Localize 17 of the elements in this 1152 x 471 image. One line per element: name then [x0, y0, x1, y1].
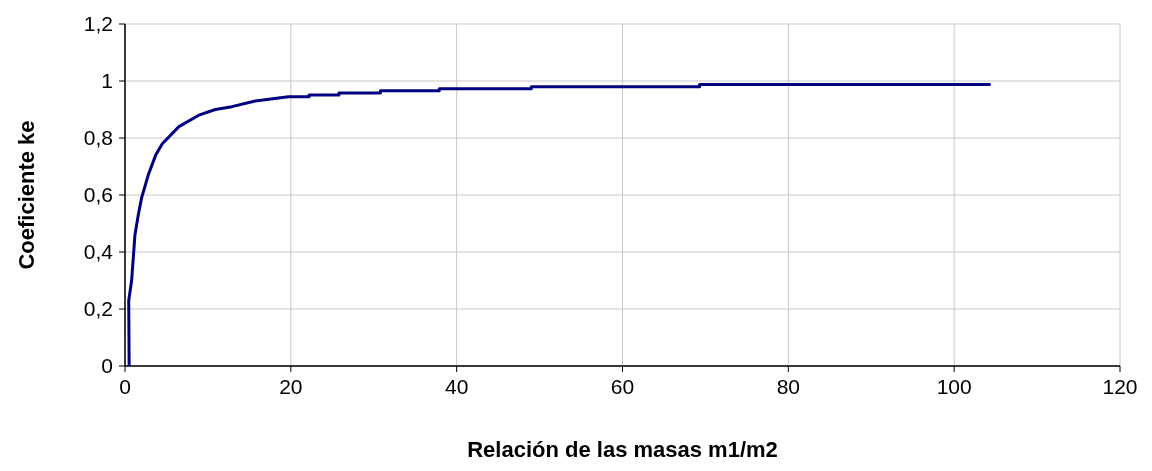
y-tick-label: 1,2 [83, 12, 113, 36]
y-tick-label: 0,4 [83, 240, 114, 264]
y-tick-label: 1 [101, 69, 113, 93]
x-tick-label: 100 [936, 375, 972, 398]
y-tick-label: 0 [101, 354, 113, 378]
x-tick-label: 80 [776, 375, 801, 398]
x-tick-label: 20 [279, 375, 303, 398]
x-tick-label: 60 [610, 375, 635, 398]
y-tick-label: 0,2 [83, 297, 113, 321]
x-axis-title: Relación de las masas m1/m2 [467, 437, 778, 462]
y-axis-title: Coeficiente ke [14, 120, 39, 270]
x-tick-label: 120 [1102, 375, 1138, 398]
x-tick-label: 40 [444, 375, 469, 398]
line-series [127, 82, 993, 368]
y-tick-label: 0,8 [83, 126, 113, 150]
y-tick-label: 0,6 [83, 183, 113, 207]
x-tick-label: 0 [119, 375, 131, 398]
